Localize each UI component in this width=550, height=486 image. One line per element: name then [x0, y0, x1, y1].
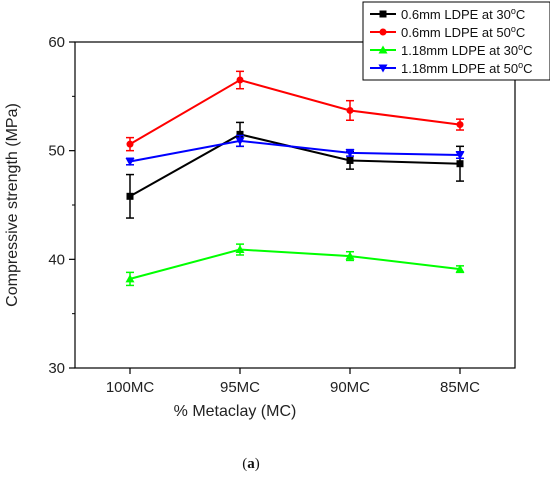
series-line	[129, 139, 461, 163]
legend-label: 1.18mm LDPE at 50oC	[401, 60, 532, 76]
legend-label-degree: o	[511, 6, 516, 16]
data-point	[345, 251, 355, 260]
legend-label-degree: o	[518, 60, 523, 70]
legend-item: 1.18mm LDPE at 50oC	[370, 60, 532, 76]
x-tick-label: 85MC	[440, 379, 480, 396]
legend-label: 0.6mm LDPE at 50oC	[401, 24, 525, 40]
series-line	[129, 78, 461, 146]
caption-letter: a	[247, 456, 255, 472]
data-point	[236, 130, 244, 138]
x-tick-label: 90MC	[330, 379, 370, 396]
series-layer	[125, 70, 465, 287]
data-point	[125, 158, 135, 167]
legend-label-text: 1.18mm LDPE at 50	[401, 61, 518, 76]
legend-marker	[379, 10, 387, 18]
plot-area	[74, 41, 516, 369]
data-point	[346, 156, 354, 164]
legend-label-unit: C	[516, 7, 525, 22]
data-point	[236, 76, 244, 84]
data-point	[346, 106, 354, 114]
series-line	[129, 248, 461, 280]
legend-label-degree: o	[511, 24, 516, 34]
y-axis: 30 40 50 60	[48, 34, 75, 377]
legend-marker	[378, 64, 388, 73]
x-axis-label: % Metaclay (MC)	[174, 403, 297, 420]
legend-label-degree: o	[518, 42, 523, 52]
legend-label-unit: C	[523, 61, 532, 76]
x-axis: 100MC 95MC 90MC 85MC	[106, 368, 480, 396]
legend-label-unit: C	[523, 43, 532, 58]
data-point	[125, 274, 135, 283]
x-tick-label: 95MC	[220, 379, 260, 396]
series-line	[129, 133, 461, 198]
caption-close: )	[255, 456, 260, 472]
legend-item: 0.6mm LDPE at 30oC	[370, 6, 525, 22]
data-point	[235, 137, 245, 146]
y-tick-label: 60	[48, 34, 65, 51]
y-tick-label: 50	[48, 143, 65, 160]
legend-marker	[379, 28, 387, 36]
series-4	[125, 134, 465, 167]
series-1	[126, 121, 464, 219]
legend-label: 1.18mm LDPE at 30oC	[401, 42, 532, 58]
y-tick-label: 30	[48, 360, 65, 377]
caption-open: (	[242, 456, 247, 472]
data-point	[126, 192, 134, 200]
series-3	[125, 243, 465, 287]
legend-marker	[378, 45, 388, 54]
data-point	[235, 245, 245, 254]
data-point	[126, 140, 134, 148]
y-tick-label: 40	[48, 251, 65, 268]
figure-caption: (a)	[242, 456, 260, 472]
legend-item: 1.18mm LDPE at 30oC	[370, 42, 532, 58]
x-tick-label: 100MC	[106, 379, 155, 396]
plot-border	[74, 41, 516, 369]
series-2	[126, 70, 464, 152]
y-axis-label: Compressive strength (MPa)	[4, 103, 21, 307]
data-point	[456, 160, 464, 168]
data-point	[455, 151, 465, 160]
legend-label-unit: C	[516, 25, 525, 40]
legend-label-text: 0.6mm LDPE at 30	[401, 7, 511, 22]
legend-label-text: 1.18mm LDPE at 30	[401, 43, 518, 58]
legend-label-text: 0.6mm LDPE at 50	[401, 25, 511, 40]
data-point	[456, 121, 464, 129]
legend-item: 0.6mm LDPE at 50oC	[370, 24, 525, 40]
data-point	[455, 264, 465, 273]
legend-label: 0.6mm LDPE at 30oC	[401, 6, 525, 22]
data-point	[345, 149, 355, 158]
